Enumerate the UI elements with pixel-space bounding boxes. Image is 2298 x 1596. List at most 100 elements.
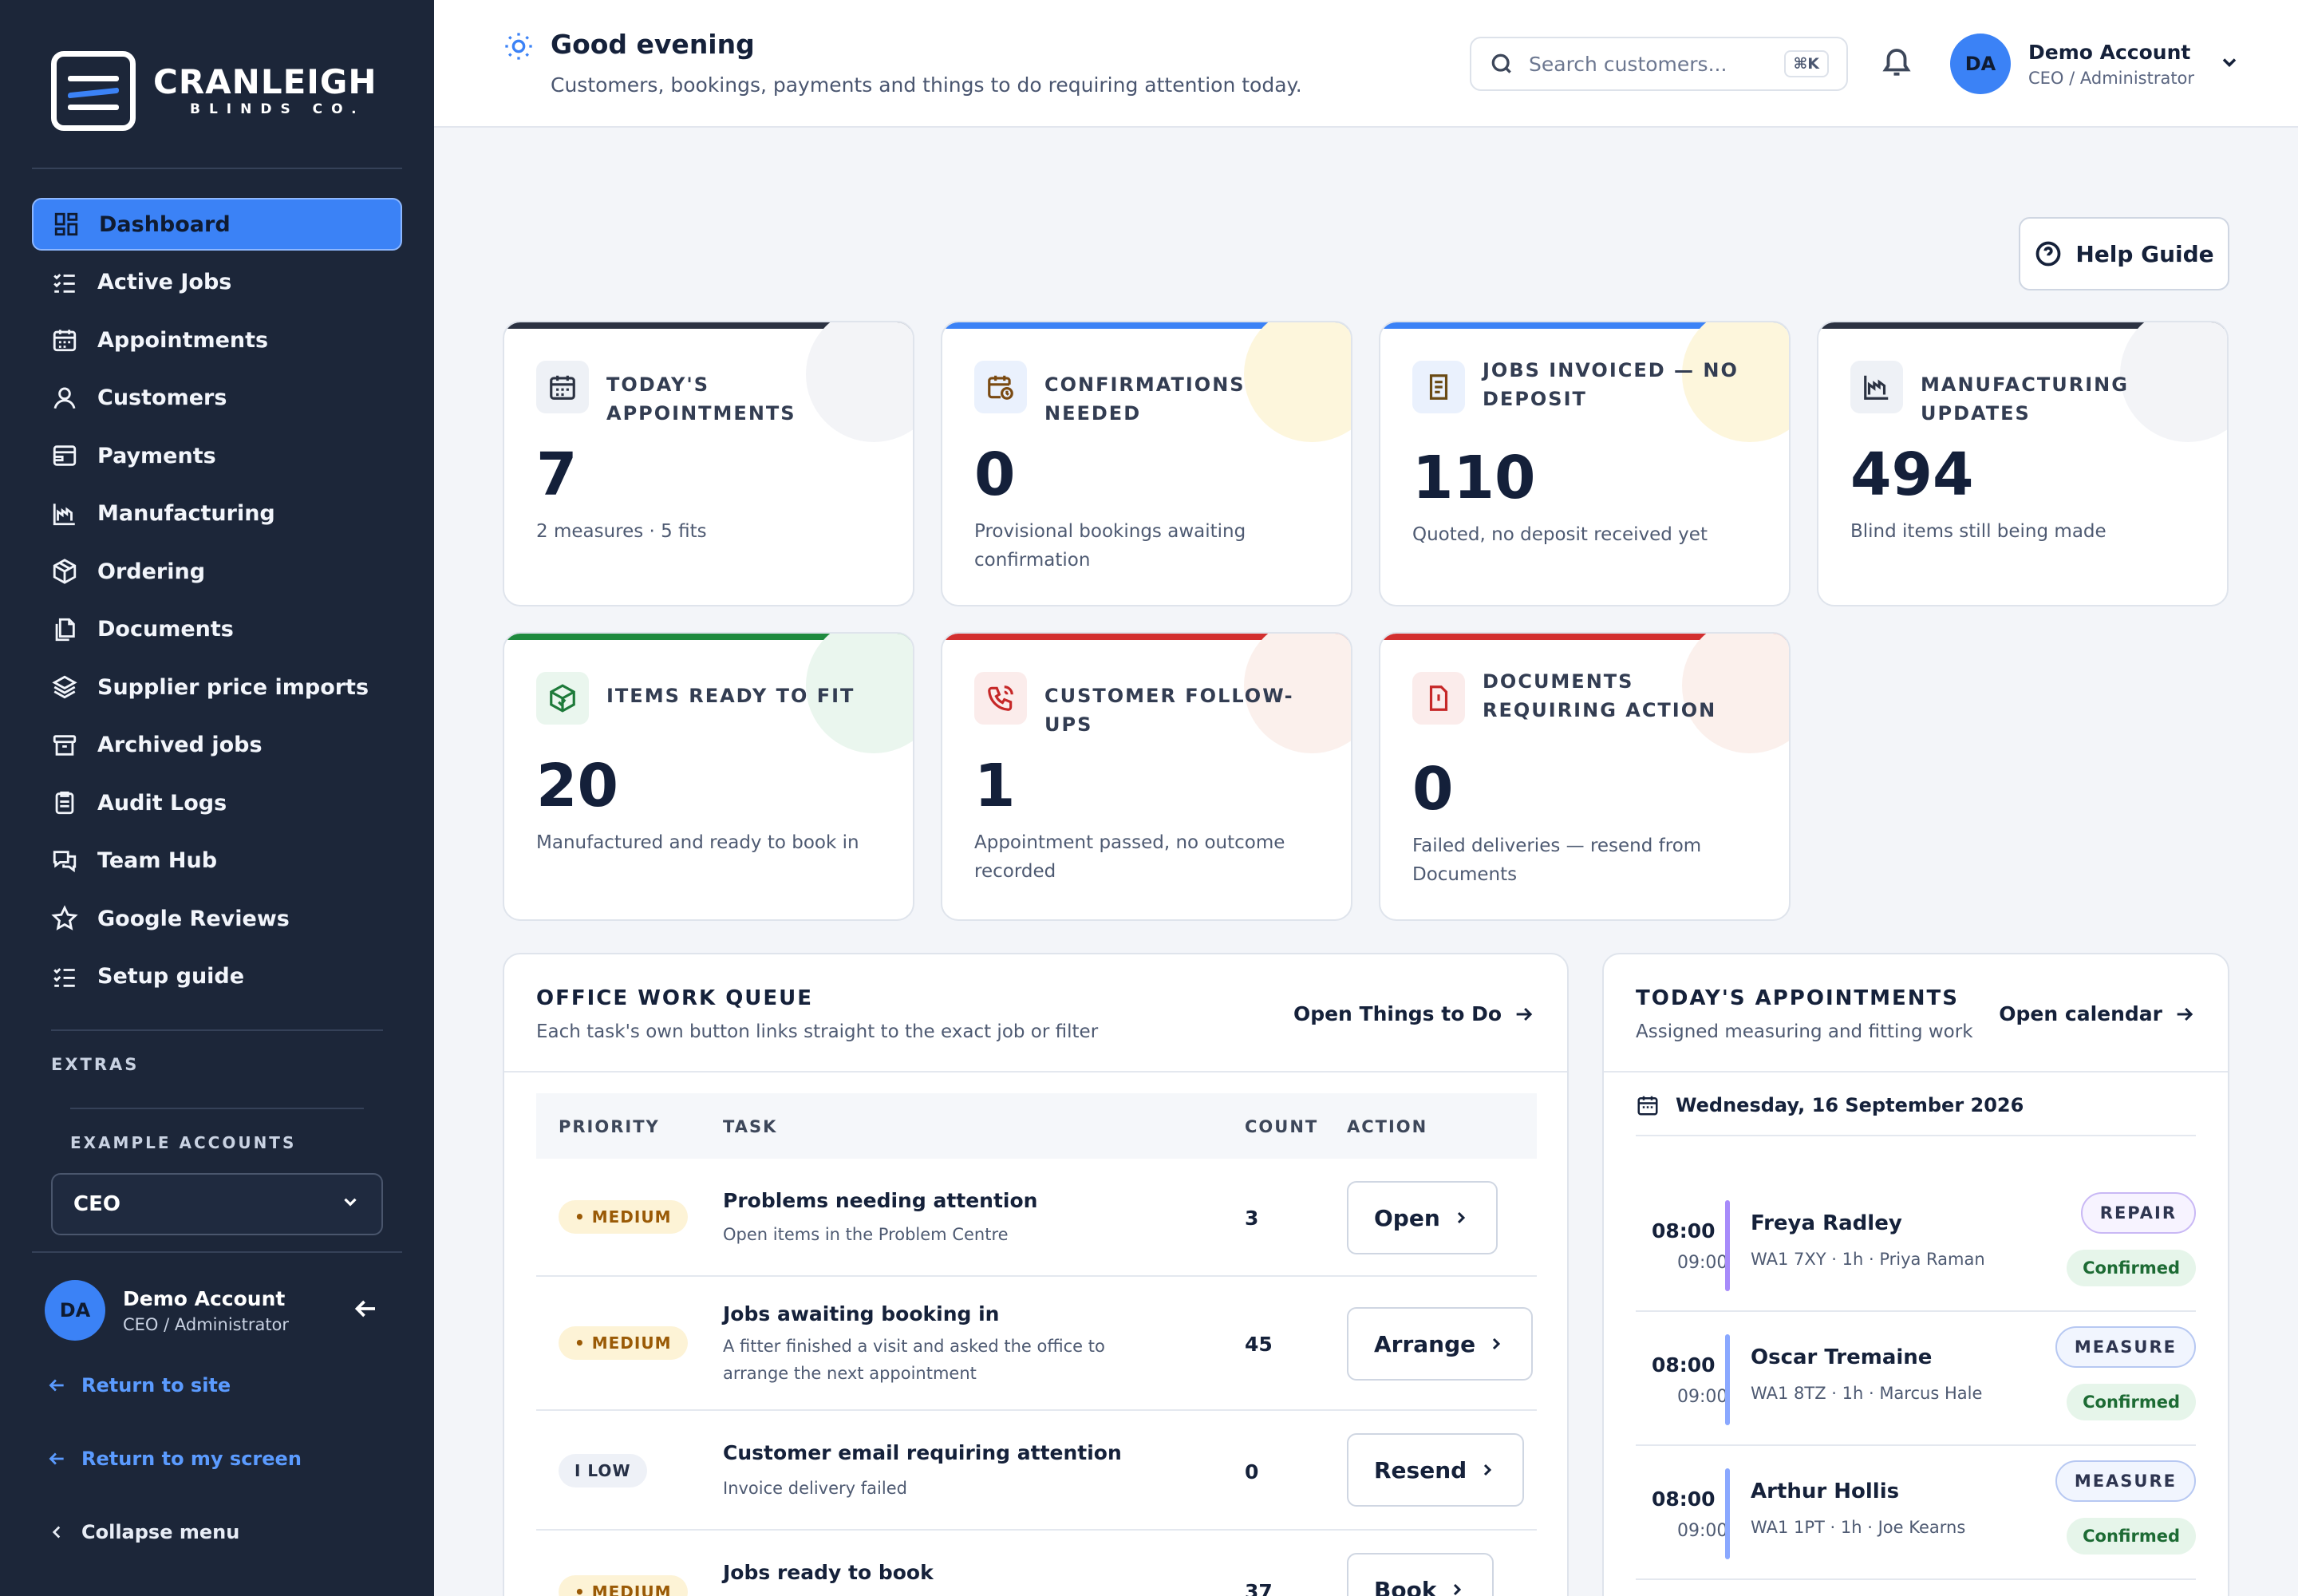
sidebar-item-ordering[interactable]: Ordering — [32, 545, 402, 598]
open-button[interactable]: Open — [1347, 1181, 1498, 1254]
appointment-item[interactable]: 08:00 09:00 Freya Radley WA1 7XY · 1h · … — [1636, 1178, 2196, 1312]
column-header-count: COUNT — [1245, 1117, 1319, 1136]
appointments-date: Wednesday, 16 September 2026 — [1636, 1093, 2024, 1117]
arrow-right-icon — [1516, 1007, 1533, 1021]
example-accounts-label: EXAMPLE ACCOUNTS — [70, 1133, 297, 1152]
task-title: Customer email requiring attention — [723, 1441, 1122, 1464]
open-things-to-do-link[interactable]: Open Things to Do — [1293, 1002, 1535, 1025]
stat-card-confirmations-needed[interactable]: CONFIRMATIONS NEEDED 0 Provisional booki… — [941, 321, 1352, 606]
stat-card-subtitle: 2 measures · 5 fits — [536, 521, 707, 542]
action-label: Open — [1374, 1204, 1440, 1231]
stat-card-value: 110 — [1412, 444, 1536, 512]
appointment-meta: WA1 8TZ · 1h · Marcus Hale — [1751, 1384, 1983, 1403]
task-count: 0 — [1245, 1460, 1259, 1483]
stat-card-subtitle: Provisional bookings awaiting confirmati… — [974, 521, 1246, 571]
sidebar-item-team-hub[interactable]: Team Hub — [32, 835, 402, 887]
book-button[interactable]: Book — [1347, 1553, 1494, 1596]
appointment-meta: WA1 7XY · 1h · Priya Raman — [1751, 1250, 1985, 1269]
sidebar-item-label: Dashboard — [99, 211, 231, 237]
help-circle-icon — [2035, 241, 2061, 267]
priority-badge: I LOW — [559, 1454, 647, 1487]
user-role: CEO / Administrator — [123, 1314, 290, 1334]
sidebar-item-label: Documents — [97, 617, 234, 642]
sidebar-item-payments[interactable]: Payments — [32, 429, 402, 482]
sidebar-item-supplier-price-imports[interactable]: Supplier price imports — [32, 661, 402, 713]
invoice-icon — [1412, 361, 1465, 413]
panel-title: OFFICE WORK QUEUE — [536, 986, 814, 1010]
return-to-site-label: Return to site — [81, 1374, 231, 1396]
return-to-site-link[interactable]: Return to site — [46, 1374, 231, 1396]
appointment-start: 08:00 — [1652, 1219, 1716, 1242]
search-shortcut: ⌘K — [1783, 50, 1829, 77]
panel-title: TODAY'S APPOINTMENTS — [1636, 986, 1959, 1010]
sun-icon — [503, 30, 535, 62]
bell-icon[interactable] — [1880, 45, 1913, 81]
sidebar-item-active-jobs[interactable]: Active Jobs — [32, 256, 402, 309]
documents-icon — [51, 616, 78, 643]
sidebar-item-label: Appointments — [97, 327, 269, 353]
user-role: CEO / Administrator — [2028, 68, 2195, 88]
arrow-left-icon — [49, 1452, 64, 1465]
search-input[interactable] — [1529, 52, 1768, 76]
arrange-button[interactable]: Arrange — [1347, 1307, 1534, 1381]
return-to-screen-link[interactable]: Return to my screen — [46, 1448, 302, 1470]
table-row: • MEDIUM Problems needing attention Open… — [536, 1159, 1537, 1277]
appointment-customer: Freya Radley — [1751, 1211, 1902, 1235]
sidebar-divider — [51, 1029, 383, 1031]
wallet-icon — [51, 442, 78, 469]
example-account-select[interactable]: CEO — [51, 1173, 383, 1235]
collapse-menu-button[interactable]: Collapse menu — [46, 1521, 239, 1543]
sidebar-item-manufacturing[interactable]: Manufacturing — [32, 488, 402, 540]
sidebar-item-label: Customers — [97, 385, 227, 410]
help-guide-button[interactable]: Help Guide — [2019, 217, 2229, 290]
stat-card-customer-follow-ups[interactable]: CUSTOMER FOLLOW-UPS 1 Appointment passed… — [941, 632, 1352, 921]
sidebar-item-appointments[interactable]: Appointments — [32, 314, 402, 366]
task-title: Problems needing attention — [723, 1189, 1038, 1212]
office-work-queue-panel: OFFICE WORK QUEUE Each task's own button… — [503, 953, 1569, 1596]
dashboard-icon — [53, 211, 80, 238]
appointment-end: 09:00 — [1677, 1253, 1728, 1273]
stat-card-jobs-invoiced-no-deposit[interactable]: JOBS INVOICED — NO DEPOSIT 110 Quoted, n… — [1379, 321, 1791, 606]
sidebar-item-customers[interactable]: Customers — [32, 372, 402, 425]
sidebar-item-label: Audit Logs — [97, 790, 227, 816]
resend-button[interactable]: Resend — [1347, 1433, 1525, 1507]
arrow-left-icon — [49, 1379, 64, 1392]
top-header: Good evening Customers, bookings, paymen… — [434, 0, 2298, 128]
stat-card-manufacturing-updates[interactable]: MANUFACTURING UPDATES 494 Blind items st… — [1817, 321, 2229, 606]
priority-badge: • MEDIUM — [559, 1575, 688, 1596]
open-calendar-link[interactable]: Open calendar — [1999, 1002, 2196, 1025]
company-logo[interactable]: CRANLEIGH BLINDS CO. — [51, 51, 377, 131]
sidebar-item-google-reviews[interactable]: Google Reviews — [32, 892, 402, 945]
sidebar-item-dashboard[interactable]: Dashboard — [32, 198, 402, 251]
sidebar-item-archived-jobs[interactable]: Archived jobs — [32, 719, 402, 772]
appointment-color-bar — [1725, 1334, 1730, 1425]
user-name: Demo Account — [2028, 40, 2191, 64]
sidebar-item-label: Active Jobs — [97, 270, 232, 294]
calendar-icon — [536, 361, 589, 413]
page-subtitle: Customers, bookings, payments and things… — [551, 73, 1302, 97]
sidebar-divider — [32, 168, 402, 169]
task-title: Jobs ready to book — [723, 1561, 934, 1584]
sidebar-item-audit-logs[interactable]: Audit Logs — [32, 776, 402, 829]
sidebar-divider — [70, 1108, 364, 1109]
stat-card-documents-requiring-action[interactable]: DOCUMENTS REQUIRING ACTION 0 Failed deli… — [1379, 632, 1791, 921]
stat-card-title: CUSTOMER FOLLOW-UPS — [1044, 685, 1294, 736]
sidebar-item-documents[interactable]: Documents — [32, 603, 402, 656]
package-check-icon — [536, 672, 589, 725]
clipboard-icon — [51, 789, 78, 816]
stat-card-todays-appointments[interactable]: TODAY'S APPOINTMENTS 7 2 measures · 5 fi… — [503, 321, 914, 606]
blinds-logo-icon — [51, 51, 136, 131]
extras-label: EXTRAS — [51, 1055, 140, 1074]
table-row: I LOW Customer email requiring attention… — [536, 1411, 1537, 1531]
arrow-left-icon[interactable] — [351, 1294, 380, 1326]
stat-card-title: MANUFACTURING UPDATES — [1921, 373, 2129, 425]
appointment-start: 08:00 — [1652, 1353, 1716, 1377]
account-menu[interactable]: DA Demo Account CEO / Administrator — [1950, 34, 2241, 94]
appointment-item[interactable]: 08:00 09:00 Oscar Tremaine WA1 8TZ · 1h … — [1636, 1312, 2196, 1446]
search-box[interactable]: ⌘K — [1470, 37, 1848, 91]
stat-card-items-ready-to-fit[interactable]: ITEMS READY TO FIT 20 Manufactured and r… — [503, 632, 914, 921]
sidebar-divider — [32, 1251, 402, 1253]
panel-subtitle: Assigned measuring and fitting work — [1636, 1021, 1973, 1042]
appointment-item[interactable]: 08:00 09:00 Arthur Hollis WA1 1PT · 1h ·… — [1636, 1446, 2196, 1580]
sidebar-item-setup-guide[interactable]: Setup guide — [32, 950, 402, 1003]
